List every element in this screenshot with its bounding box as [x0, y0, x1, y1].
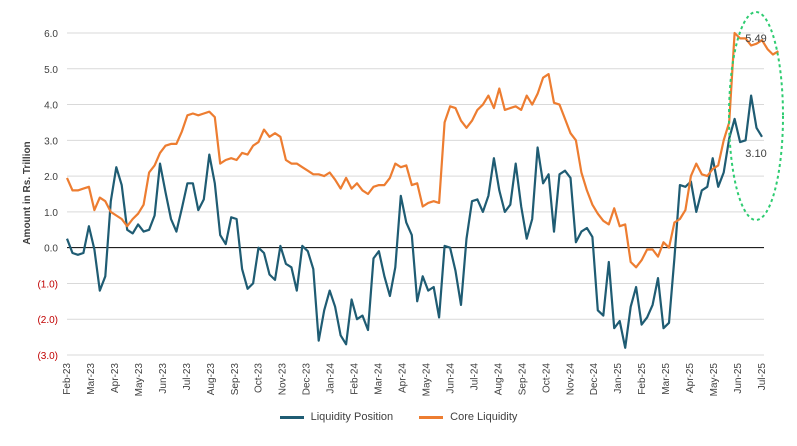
x-tick-label: Oct-24	[541, 363, 552, 393]
x-tick-label: Apr-23	[110, 363, 121, 393]
x-tick-label: Nov-23	[278, 363, 289, 396]
gridlines	[67, 32, 764, 356]
annotation-core-liquidity-last: 5.49	[745, 33, 766, 45]
x-tick-label: May-24	[421, 363, 432, 397]
x-tick-label: Mar-25	[661, 363, 672, 395]
x-tick-label: Jan-24	[326, 363, 337, 394]
highlight-ellipse	[728, 11, 784, 221]
y-axis-title: Amount in Rs. Trillion	[22, 141, 33, 244]
y-tick-label: (3.0)	[37, 351, 58, 362]
x-tick-label: Feb-23	[62, 363, 73, 395]
x-tick-label: Jun-25	[733, 363, 744, 394]
y-tick-label: 1.0	[44, 208, 58, 219]
x-tick-label: Feb-24	[350, 363, 361, 395]
x-tick-label: Aug-23	[206, 363, 217, 396]
y-tick-label: 4.0	[44, 101, 58, 112]
x-tick-label: Jul-25	[757, 363, 768, 391]
legend-swatch-liquidity-position	[279, 415, 304, 419]
x-tick-label: Sep-24	[517, 363, 528, 396]
y-tick-label: 5.0	[44, 65, 58, 76]
annotation-liquidity-position-last: 3.10	[745, 148, 766, 160]
series-line-liquidity-position	[65, 94, 763, 349]
x-tick-label: Mar-23	[86, 363, 97, 395]
series-lines	[65, 31, 779, 349]
x-tick-label: Jun-24	[445, 363, 456, 394]
x-tick-label: Aug-24	[493, 363, 504, 396]
x-tick-label: May-23	[134, 363, 145, 397]
y-tick-label: 2.0	[44, 172, 58, 183]
x-tick-label: Jul-23	[182, 363, 193, 391]
annotations: 5.49 3.10	[728, 11, 784, 221]
x-tick-label: Apr-24	[398, 363, 409, 393]
y-tick-label: (1.0)	[37, 279, 58, 290]
x-tick-label: Oct-23	[254, 363, 265, 393]
y-axis: 6.0 5.0 4.0 3.0 2.0 1.0 0.0 (1.0) (2.0) (3.0)	[37, 29, 58, 362]
x-axis: Feb-23 Mar-23 Apr-23 May-23 Jun-23 Jul-23 Aug-…	[62, 247, 768, 397]
y-tick-label: 3.0	[44, 136, 58, 147]
series-line-core-liquidity	[65, 31, 779, 269]
x-tick-label: Dec-24	[589, 363, 600, 396]
x-tick-label: Jan-25	[613, 363, 624, 394]
x-tick-label: Dec-23	[302, 363, 313, 396]
legend-swatch-core-liquidity	[419, 415, 444, 419]
legend-label-liquidity-position: Liquidity Position	[310, 411, 394, 423]
legend-item-core-liquidity[interactable]: Core Liquidity	[419, 411, 517, 423]
x-tick-label: Jul-24	[469, 363, 480, 391]
y-tick-label: 6.0	[44, 29, 58, 40]
x-tick-label: Mar-24	[374, 363, 385, 395]
x-tick-label: Feb-25	[637, 363, 648, 395]
x-tick-label: May-25	[709, 363, 720, 397]
x-tick-label: Jun-23	[158, 363, 169, 394]
x-tick-label: Nov-24	[565, 363, 576, 396]
x-tick-label: Apr-25	[685, 363, 696, 393]
legend-label-core-liquidity: Core Liquidity	[450, 411, 518, 423]
legend: Liquidity Position Core Liquidity	[0, 411, 797, 423]
legend-item-liquidity-position[interactable]: Liquidity Position	[279, 411, 394, 423]
y-tick-label: 0.0	[44, 244, 58, 255]
x-tick-label: Sep-23	[230, 363, 241, 396]
y-tick-label: (2.0)	[37, 315, 58, 326]
